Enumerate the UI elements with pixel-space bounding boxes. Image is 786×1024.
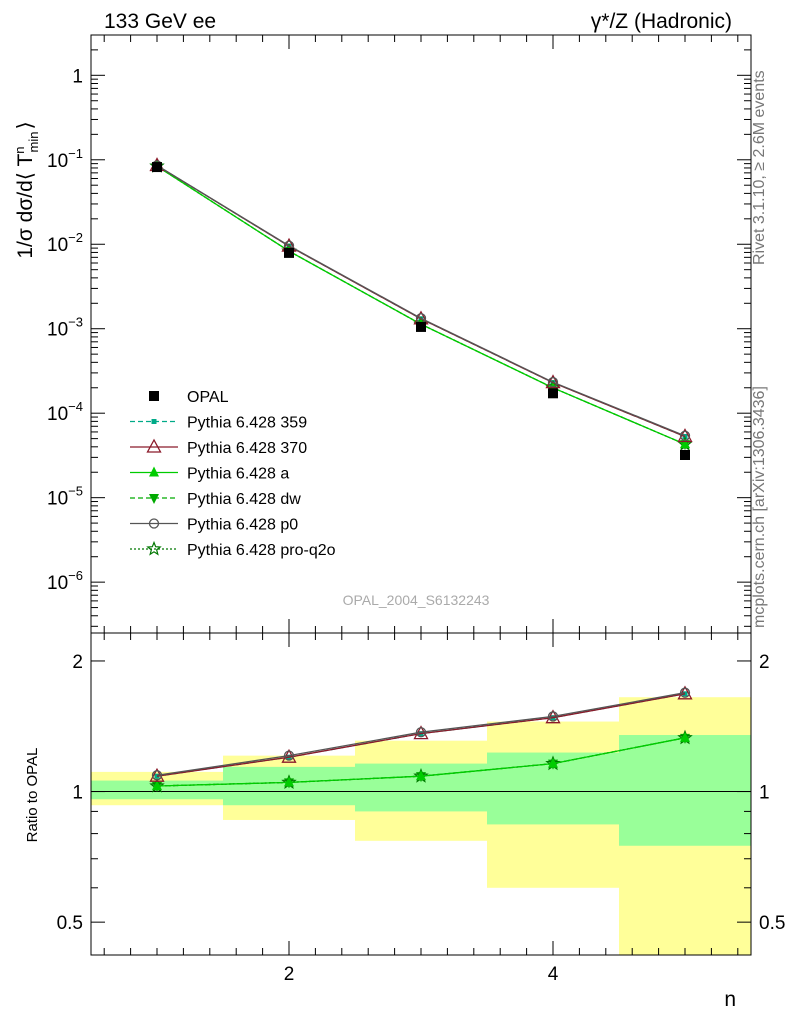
legend: OPAL Pythia 6.428 359 Pythia 6.428 370 Pyth… — [130, 389, 336, 559]
main-ytick-label-4: 10−4 — [47, 399, 83, 425]
legend-marker-p370 — [146, 438, 162, 453]
legend-label-pdw: Pythia 6.428 dw — [187, 491, 301, 508]
ratio-point-pa-1 — [284, 776, 294, 787]
legend-label-p359: Pythia 6.428 359 — [187, 415, 307, 432]
main-ytick-label-6: 10−6 — [47, 568, 83, 594]
legend-label-pq2o: Pythia 6.428 pro-q2o — [187, 542, 336, 559]
main-ytick-power-1: −1 — [68, 146, 83, 161]
legend-marker-pa — [149, 466, 159, 477]
main-ytick-power-5: −5 — [68, 484, 83, 499]
header-right-label: γ*/Z (Hadronic) — [591, 10, 732, 33]
main-ytick-base-3: 10 — [47, 320, 68, 341]
ratio-xtick-label-0: 2 — [284, 964, 295, 985]
ratio-plot-series — [149, 685, 693, 793]
ratio-ytick-label-right-2: 2 — [759, 652, 770, 673]
main-plot-series — [149, 157, 693, 460]
legend-label-data: OPAL — [187, 389, 229, 406]
main-ytick-power-4: −4 — [68, 399, 83, 414]
band-inner-4 — [619, 735, 751, 846]
legend-marker-pq2o — [146, 540, 162, 556]
main-point-p370-4 — [677, 428, 693, 443]
main-point-data-3 — [548, 388, 558, 399]
main-ytick-base-1: 10 — [47, 151, 68, 172]
rivet-version-label: Rivet 3.1.10, ≥ 2.6M events — [751, 70, 768, 265]
ratio-point-pa-3 — [548, 757, 558, 768]
y-label-base: 1/σ dσ/d⟨ T — [14, 154, 37, 259]
legend-marker-data — [149, 391, 159, 401]
main-line-pdw — [156, 165, 686, 445]
main-ytick-power-6: −6 — [68, 568, 83, 583]
main-point-data-1 — [284, 247, 294, 258]
main-ytick-power-3: −3 — [68, 315, 83, 330]
ratio-uncertainty-bands — [91, 697, 751, 955]
ratio-ytick-label-left-1: 1 — [72, 783, 83, 804]
ratio-point-pa-0 — [152, 779, 162, 790]
mcplots-label: mcplots.cern.ch [arXiv:1306.3436] — [751, 386, 768, 628]
main-ytick-label-5: 10−5 — [47, 484, 83, 510]
main-point-pp0-4 — [679, 430, 691, 441]
main-ytick-base-4: 10 — [47, 404, 68, 425]
legend-marker-p359 — [151, 419, 157, 424]
main-line-p359 — [156, 164, 686, 438]
main-point-pa-4 — [680, 438, 690, 449]
y-label-subscript: min — [26, 132, 41, 153]
legend-marker-pdw — [149, 494, 159, 504]
legend-label-p370: Pythia 6.428 370 — [187, 440, 307, 457]
main-line-p370 — [156, 164, 686, 438]
y-label-close: ⟩ — [14, 121, 37, 129]
ratio-line-pp0 — [156, 692, 686, 776]
ratio-point-pp0-4 — [679, 687, 691, 698]
y-label-superscript: n — [12, 146, 27, 153]
ratio-axis-ticks: 0.5 0.5 1 1 2 2 2 4 — [57, 652, 786, 985]
ratio-point-pa-4 — [680, 731, 690, 742]
main-line-pp0 — [156, 164, 686, 437]
main-ytick-power-2: −2 — [68, 230, 83, 245]
main-y-axis-label: 1/σ dσ/d⟨ Tnmin ⟩ — [12, 121, 41, 258]
ratio-point-pp0-1 — [283, 750, 295, 761]
ratio-ytick-label-left-2: 2 — [72, 652, 83, 673]
legend-label-pp0: Pythia 6.428 p0 — [187, 517, 298, 534]
ratio-line-p370 — [156, 693, 686, 777]
ratio-point-pp0-2 — [415, 727, 427, 738]
legend-marker-pp0 — [148, 518, 160, 529]
main-point-data-4 — [680, 449, 690, 460]
main-point-data-0 — [152, 162, 162, 173]
main-point-p370-3 — [545, 374, 561, 389]
main-line-pa — [156, 165, 686, 445]
main-axis-ticks: 110−110−210−310−410−510−6 — [47, 34, 751, 955]
legend-label-pa: Pythia 6.428 a — [187, 466, 289, 483]
main-point-data-2 — [416, 321, 426, 332]
main-ytick-label-0: 1 — [72, 66, 83, 87]
ratio-point-pa-2 — [416, 770, 426, 781]
x-axis-label: n — [724, 988, 736, 1011]
ratio-xtick-label-1: 4 — [548, 964, 559, 985]
main-ytick-label-3: 10−3 — [47, 315, 83, 341]
analysis-id-watermark: OPAL_2004_S6132243 — [343, 592, 490, 608]
main-ytick-label-2: 10−2 — [47, 230, 83, 256]
ratio-point-pp0-3 — [547, 711, 559, 722]
ratio-ytick-label-right-1: 1 — [759, 783, 770, 804]
header-left-label: 133 GeV ee — [104, 10, 216, 33]
main-ytick-base-5: 10 — [47, 489, 68, 510]
main-point-pp0-3 — [547, 377, 559, 388]
ratio-point-pp0-0 — [151, 770, 163, 781]
ratio-ytick-label-right-0: 0.5 — [759, 913, 785, 934]
main-ytick-label-1: 10−1 — [47, 146, 83, 172]
ratio-y-axis-label: Ratio to OPAL — [24, 748, 41, 843]
main-line-pq2o — [156, 165, 686, 445]
main-ytick-base-2: 10 — [47, 235, 68, 256]
main-ytick-base-6: 10 — [47, 573, 68, 594]
ratio-ytick-label-left-0: 0.5 — [57, 913, 83, 934]
